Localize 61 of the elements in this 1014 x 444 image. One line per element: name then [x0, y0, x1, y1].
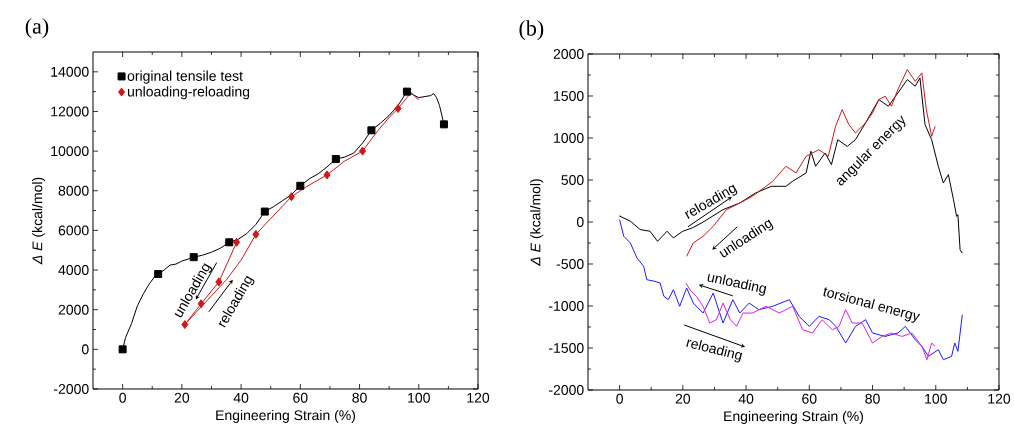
- y-tick-label: 4000: [58, 265, 89, 276]
- chart-title: (a): [25, 18, 49, 39]
- x-tick-label: 0: [616, 393, 623, 404]
- x-tick-label: 80: [352, 392, 367, 403]
- point: [260, 207, 269, 216]
- y-tick-label: -2000: [54, 384, 89, 394]
- x-axis-title: Engineering Strain (%): [216, 409, 356, 423]
- x-tick-label: 120: [467, 392, 490, 403]
- point: [225, 238, 234, 247]
- point: [439, 120, 448, 129]
- y-axis-title: Δ E (kcal/mol): [32, 177, 46, 265]
- x-tick-label: 20: [675, 393, 691, 404]
- point: [233, 237, 241, 247]
- y-tick-label: 1500: [554, 91, 584, 101]
- y-tick-label: 14000: [51, 66, 89, 77]
- legend-label: original tensile test: [127, 70, 243, 84]
- x-tick-label: 60: [293, 392, 308, 403]
- x-tick-label: 20: [174, 392, 190, 403]
- y-tick-label: -2000: [548, 385, 584, 395]
- y-tick-label: 10000: [51, 146, 89, 157]
- y-tick-label: -1500: [548, 343, 584, 353]
- x-tick-label: 40: [738, 393, 754, 404]
- point: [331, 155, 340, 164]
- y-tick-label: 6000: [58, 225, 89, 236]
- y-axis-title: Δ E (kcal/mol): [530, 179, 544, 266]
- point: [252, 229, 260, 239]
- y-tick-label: 0: [576, 217, 584, 227]
- y-tick-label: 2000: [553, 49, 584, 59]
- point: [118, 345, 127, 354]
- point: [402, 87, 411, 96]
- y-tick-label: 0: [81, 344, 89, 355]
- y-tick-label: 500: [561, 175, 584, 185]
- point: [296, 181, 305, 190]
- y-tick-label: 8000: [58, 185, 89, 196]
- point: [367, 126, 376, 135]
- x-tick-label: 100: [925, 393, 947, 404]
- x-tick-label: 100: [408, 392, 430, 403]
- x-tick-label: 0: [119, 392, 126, 403]
- x-tick-label: 60: [802, 393, 817, 404]
- annotation: torsional energy: [823, 287, 921, 323]
- chart-title: (b): [519, 20, 544, 41]
- y-tick-label: 2000: [58, 304, 89, 315]
- y-tick-label: -500: [556, 259, 584, 269]
- y-tick-label: 12000: [51, 106, 89, 117]
- point: [287, 192, 295, 202]
- point: [181, 320, 189, 330]
- x-axis-title: Engineering Strain (%): [724, 410, 864, 424]
- line-series: [686, 69, 936, 257]
- point: [394, 103, 402, 113]
- point: [189, 253, 198, 262]
- x-tick-label: 80: [865, 393, 880, 404]
- x-tick-label: 40: [233, 392, 249, 403]
- x-tick-label: 120: [988, 393, 1011, 404]
- line-series: [619, 219, 963, 361]
- y-tick-label: 1000: [554, 133, 584, 143]
- legend-label: unloading-reloading: [127, 86, 250, 100]
- point: [154, 270, 163, 279]
- point: [323, 170, 331, 180]
- annotation: unloading: [707, 273, 767, 296]
- point: [359, 146, 367, 156]
- y-tick-label: -1000: [548, 301, 584, 311]
